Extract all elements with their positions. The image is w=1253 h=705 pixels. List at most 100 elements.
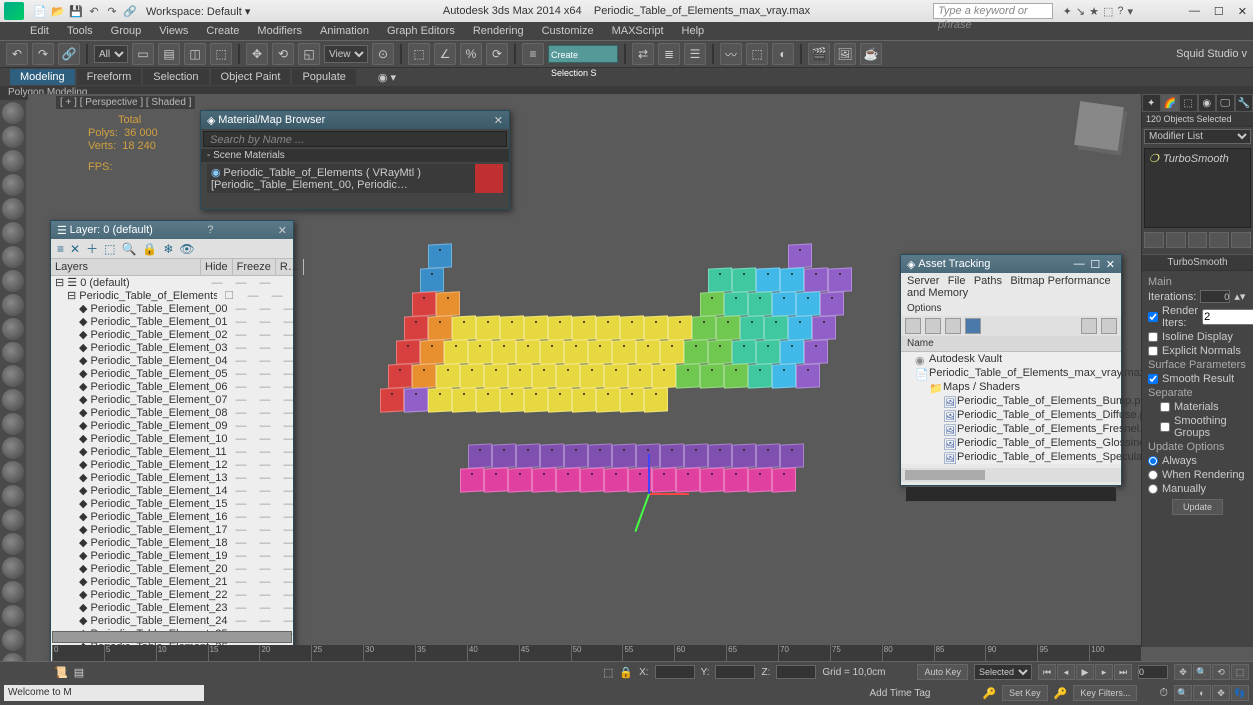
create-tool-icon[interactable] [2,389,24,411]
minimize-icon[interactable]: — [1074,258,1085,270]
create-tool-icon[interactable] [2,509,24,531]
layer-row[interactable]: ◆ Periodic_Table_Element_05——— [51,367,293,380]
redo-icon[interactable]: ↷ [32,43,54,65]
col-render[interactable]: R… [276,259,304,275]
menu-animation[interactable]: Animation [320,25,369,37]
goto-end-icon[interactable]: ⏭ [1114,664,1132,680]
modify-tab[interactable]: 🌈 [1161,94,1180,112]
rotate-icon[interactable]: ⟲ [272,43,294,65]
percent-snap-icon[interactable]: % [460,43,482,65]
col-hide[interactable]: Hide [201,259,233,275]
help-icon[interactable]: ▾ [1127,5,1133,18]
menu-create[interactable]: Create [206,25,239,37]
material-search[interactable]: Search by Name ... [203,131,507,147]
asset-tree[interactable]: ◉Autodesk Vault📄Periodic_Table_of_Elemen… [901,352,1121,464]
qat-icon[interactable]: 💾 [68,3,84,19]
asset-row[interactable]: 🖼Periodic_Table_of_Elements_Specular.png [901,450,1121,464]
rollout-header[interactable]: TurboSmooth [1142,254,1253,271]
viewcube[interactable] [1074,101,1124,151]
layer-row[interactable]: ◆ Periodic_Table_Element_08——— [51,406,293,419]
select-icon[interactable]: ▭ [132,43,154,65]
help-icon[interactable]: ⬚ [1103,5,1113,18]
menu-server[interactable]: Server [907,275,939,287]
layer-tool-icon[interactable]: ≡ [57,242,64,256]
schematic-icon[interactable]: ⬚ [746,43,768,65]
selection-filter[interactable]: All [94,45,128,63]
when-rendering-radio[interactable] [1148,470,1158,480]
create-tool-icon[interactable] [2,174,24,196]
timeline[interactable]: 0510152025303540455055606570758085909510… [52,645,1141,661]
qat-icon[interactable]: ↷ [104,3,120,19]
play-icon[interactable]: ▶ [1076,664,1094,680]
layer-row[interactable]: ◆ Periodic_Table_Element_21——— [51,575,293,588]
autokey-button[interactable]: Auto Key [917,664,968,680]
create-tool-icon[interactable] [2,557,24,579]
ribbon-tab-selection[interactable]: Selection [143,69,208,85]
nav-walk-icon[interactable]: 👣 [1231,685,1249,701]
create-tool-icon[interactable] [2,198,24,220]
layer-row[interactable]: ◆ Periodic_Table_Element_12——— [51,458,293,471]
menu-group[interactable]: Group [111,25,142,37]
menu-rendering[interactable]: Rendering [473,25,524,37]
layers-tree[interactable]: ⊟ ☰ 0 (default)———⊟ Periodic_Table_of_El… [51,276,293,676]
move-icon[interactable]: ✥ [246,43,268,65]
tree-view-icon[interactable] [905,318,921,334]
motion-tab[interactable]: ◉ [1198,94,1217,112]
layers-icon[interactable]: ☰ [684,43,706,65]
layer-tool-icon[interactable]: ⬚ [104,242,115,256]
help-icon[interactable]: ✦ [1063,5,1072,18]
show-end-icon[interactable] [1166,232,1186,248]
help-icon[interactable]: ★ [1089,5,1099,18]
goto-start-icon[interactable]: ⏮ [1038,664,1056,680]
ribbon-tab-populate[interactable]: Populate [292,69,355,85]
prev-frame-icon[interactable]: ◂ [1057,664,1075,680]
next-frame-icon[interactable]: ▸ [1095,664,1113,680]
nav-pan2-icon[interactable]: ✥ [1212,685,1230,701]
create-tool-icon[interactable] [2,485,24,507]
select-name-icon[interactable]: ▤ [158,43,180,65]
manually-radio[interactable] [1148,484,1158,494]
iterations-input[interactable] [1200,290,1230,303]
keymode-select[interactable]: Selected [974,664,1032,680]
ribbon-tab-object paint[interactable]: Object Paint [211,69,291,85]
menu-options[interactable]: Options [901,301,1121,316]
qat-icon[interactable]: 📄 [32,3,48,19]
modifier-list[interactable]: Modifier List [1142,127,1253,146]
nav-pan-icon[interactable]: ✥ [1174,664,1192,680]
frame-input[interactable] [1138,665,1168,679]
create-tool-icon[interactable] [2,365,24,387]
create-tool-icon[interactable] [2,437,24,459]
nav-orbit-icon[interactable]: ⟲ [1212,664,1230,680]
y-input[interactable] [715,665,755,679]
create-tool-icon[interactable] [2,605,24,627]
nav-zoom2-icon[interactable]: 🔍 [1174,685,1192,701]
workspace-selector[interactable]: Workspace: Default ▾ [146,5,250,18]
layer-tool-icon[interactable]: 🔒 [142,242,157,256]
explicit-normals-check[interactable] [1148,346,1158,356]
bulb-icon[interactable]: ❍ [1149,153,1159,165]
layer-row[interactable]: ◆ Periodic_Table_Element_09——— [51,419,293,432]
nav-zoom-icon[interactable]: 🔍 [1193,664,1211,680]
create-tool-icon[interactable] [2,246,24,268]
create-tool-icon[interactable] [2,629,24,651]
asset-row[interactable]: 🖼Periodic_Table_of_Elements_Glossiness.p… [901,436,1121,450]
asset-row[interactable]: 📄Periodic_Table_of_Elements_max_vray.max [901,366,1121,380]
menu-edit[interactable]: Edit [30,25,49,37]
ribbon-tab-modeling[interactable]: Modeling [10,69,75,85]
refresh-icon[interactable] [1081,318,1097,334]
display-tab[interactable]: 🖵 [1216,94,1235,112]
close-icon[interactable]: ✕ [1106,258,1115,271]
layer-row[interactable]: ◆ Periodic_Table_Element_23——— [51,601,293,614]
render-iters-input[interactable] [1202,309,1253,325]
utilities-tab[interactable]: 🔧 [1235,94,1253,112]
viewport-label[interactable]: [ + ] [ Perspective ] [ Shaded ] [56,96,195,109]
layer-row[interactable]: ◆ Periodic_Table_Element_22——— [51,588,293,601]
qat-icon[interactable]: ↶ [86,3,102,19]
layers-dialog[interactable]: ☰ Layer: 0 (default) ? ✕ ≡✕＋⬚🔍🔒❄👁 Layers… [50,220,294,690]
spinner-snap-icon[interactable]: ⟳ [486,43,508,65]
h-scrollbar[interactable] [901,468,1121,482]
nav-fov-icon[interactable]: ◐ [1193,685,1211,701]
materials-check[interactable] [1160,402,1170,412]
always-radio[interactable] [1148,456,1158,466]
create-tool-icon[interactable] [2,294,24,316]
